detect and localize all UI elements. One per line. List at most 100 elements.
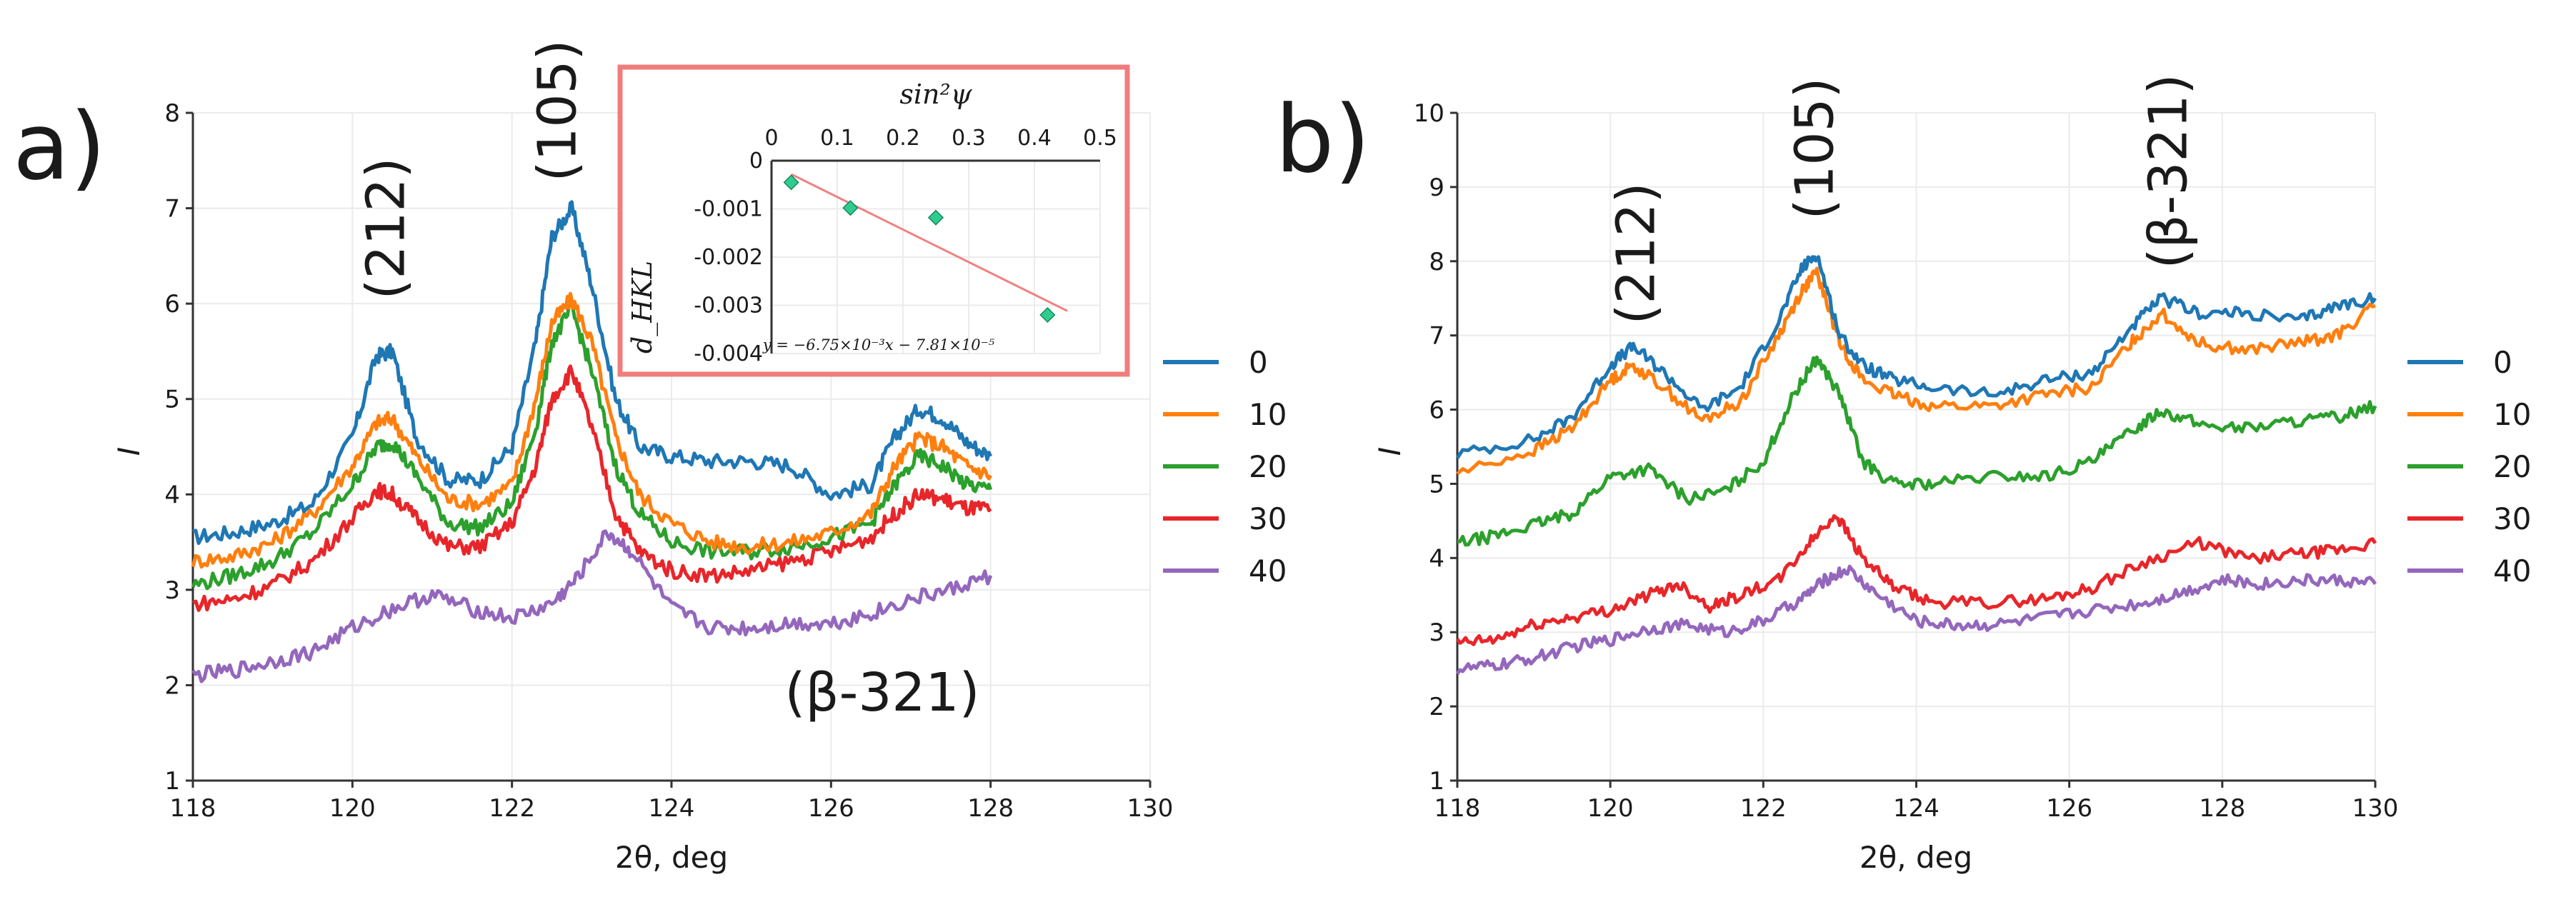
a-y-tick-label: 1	[164, 767, 180, 796]
a-series-20	[191, 300, 993, 591]
panel-b-y-label: I	[1372, 447, 1407, 456]
panel-a-legend: 0 10 20 30 40	[1163, 345, 1287, 588]
legend-label-40: 40	[2493, 553, 2531, 588]
panel-a-x-ticks: 118 120 122 124 126 128 130	[170, 781, 1174, 823]
inset-x-label: sin²ψ	[899, 79, 972, 110]
inset-points	[783, 174, 1056, 324]
b-x-tick-label: 124	[1893, 794, 1940, 823]
inset-y-tick-label: -0.001	[694, 197, 763, 222]
a-series-0	[192, 200, 992, 546]
legend-label-0: 0	[2493, 345, 2512, 380]
inset-fit-line	[790, 173, 1068, 312]
inset-x-tick-label: 0.5	[1083, 126, 1117, 151]
a-series-30	[191, 364, 992, 612]
a-x-tick-label: 118	[170, 794, 216, 823]
a-y-tick-label: 6	[164, 290, 180, 319]
inset-x-tick-label: 0.2	[886, 126, 920, 151]
b-x-tick-label: 126	[2046, 794, 2092, 823]
inset-x-ticks: 0 0.1 0.2 0.3 0.4 0.5	[764, 126, 1117, 151]
a-y-tick-label: 8	[164, 99, 180, 128]
panel-b-peak-105: (105)	[1784, 78, 1846, 220]
inset-point-2	[927, 209, 944, 226]
b-series-0	[1455, 255, 2377, 459]
panel-a-series	[191, 200, 993, 683]
b-y-tick-label: 3	[1429, 618, 1444, 647]
panel-b-peak-beta-321: (β-321)	[2138, 74, 2200, 269]
legend-label-10: 10	[2493, 397, 2531, 432]
panel-a: a) 118 120 122 124 126 128 130 1 2 3 4 5 6 7 8 2θ, de…	[13, 40, 1173, 875]
panel-a-y-label: I	[111, 447, 146, 456]
b-series-30	[1455, 513, 2377, 646]
legend-label-20: 20	[1249, 449, 1287, 484]
panel-a-peak-beta-321: (β-321)	[785, 662, 980, 723]
panel-b-grid	[1457, 112, 2376, 781]
legend-label-40: 40	[1249, 553, 1287, 588]
a-x-tick-label: 130	[1127, 794, 1174, 823]
panel-a-peak-212: (212)	[356, 158, 417, 300]
b-y-tick-label: 6	[1429, 396, 1444, 425]
inset-point-1	[842, 200, 859, 216]
b-y-tick-label: 5	[1429, 470, 1444, 498]
inset-equation: y = −6.75×10⁻³x − 7.81×10⁻⁵	[762, 336, 995, 354]
b-x-tick-label: 130	[2352, 794, 2399, 823]
panel-a-inset: 0 0.1 0.2 0.3 0.4 0.5 0 -0.001 -0.002 -0.003 -0.0…	[617, 64, 1130, 377]
b-x-tick-label: 120	[1587, 794, 1634, 823]
b-series-10	[1456, 266, 2376, 476]
legend-label-30: 30	[1249, 501, 1287, 536]
b-series-20	[1457, 355, 2377, 547]
b-series-40	[1455, 564, 2377, 676]
panel-b-label: b)	[1275, 85, 1370, 194]
b-y-tick-label: 1	[1429, 767, 1444, 796]
inset-x-tick-label: 0.3	[952, 126, 986, 151]
panel-b: b) 118 120 122 124 126 128 130 1 2 3 4 5 6 7 8 9 10 2θ,…	[1275, 74, 2398, 875]
a-x-tick-label: 122	[489, 794, 535, 823]
a-series-10	[191, 291, 992, 569]
panel-b-x-label: 2θ, deg	[1859, 840, 1972, 875]
legend-label-10: 10	[1249, 397, 1287, 432]
inset-frame	[617, 64, 1130, 377]
a-x-tick-label: 128	[967, 794, 1014, 823]
panel-a-label: a)	[13, 92, 106, 201]
panel-b-x-ticks: 118 120 122 124 126 128 130	[1434, 781, 2399, 823]
inset-point-3	[1039, 306, 1056, 324]
b-x-tick-label: 122	[1740, 794, 1787, 823]
b-y-tick-label: 8	[1429, 248, 1444, 276]
inset-y-label: d_HKL	[626, 261, 659, 354]
inset-y-ticks: 0 -0.001 -0.002 -0.003 -0.004	[694, 149, 763, 366]
panel-b-series	[1455, 255, 2377, 676]
a-x-tick-label: 120	[329, 794, 376, 823]
panel-a-y-ticks: 1 2 3 4 5 6 7 8	[164, 99, 193, 796]
a-x-tick-label: 124	[649, 794, 695, 823]
b-y-tick-label: 7	[1429, 322, 1444, 351]
b-y-tick-label: 2	[1429, 693, 1444, 721]
inset-y-tick-label: -0.002	[694, 245, 763, 270]
panel-b-peak-212: (212)	[1606, 183, 1667, 325]
b-y-tick-label: 9	[1429, 174, 1444, 202]
a-y-tick-label: 3	[164, 576, 180, 605]
legend-label-0: 0	[1249, 345, 1268, 380]
panel-b-legend: 0 10 20 30 40	[2407, 345, 2531, 588]
panel-a-peak-105: (105)	[527, 40, 589, 182]
legend-label-20: 20	[2493, 449, 2531, 484]
b-y-tick-label: 10	[1414, 99, 1444, 128]
a-y-tick-label: 5	[164, 386, 180, 414]
b-x-tick-label: 128	[2199, 794, 2245, 823]
legend-label-30: 30	[2493, 501, 2531, 536]
inset-y-tick-label: 0	[749, 149, 763, 174]
a-x-tick-label: 126	[808, 794, 854, 823]
panel-a-x-label: 2θ, deg	[615, 840, 728, 875]
inset-y-tick-label: -0.004	[694, 341, 763, 366]
inset-x-tick-label: 0	[764, 126, 778, 151]
b-x-tick-label: 118	[1434, 794, 1481, 823]
panel-b-y-ticks: 1 2 3 4 5 6 7 8 9 10	[1414, 99, 1457, 796]
inset-y-tick-label: -0.003	[694, 294, 763, 319]
a-series-40	[191, 529, 993, 683]
a-y-tick-label: 2	[164, 671, 180, 700]
b-y-tick-label: 4	[1429, 544, 1444, 573]
inset-x-tick-label: 0.1	[820, 126, 854, 151]
inset-point-0	[783, 174, 799, 191]
inset-x-tick-label: 0.4	[1017, 126, 1052, 151]
a-y-tick-label: 4	[164, 481, 180, 509]
a-y-tick-label: 7	[164, 195, 180, 224]
